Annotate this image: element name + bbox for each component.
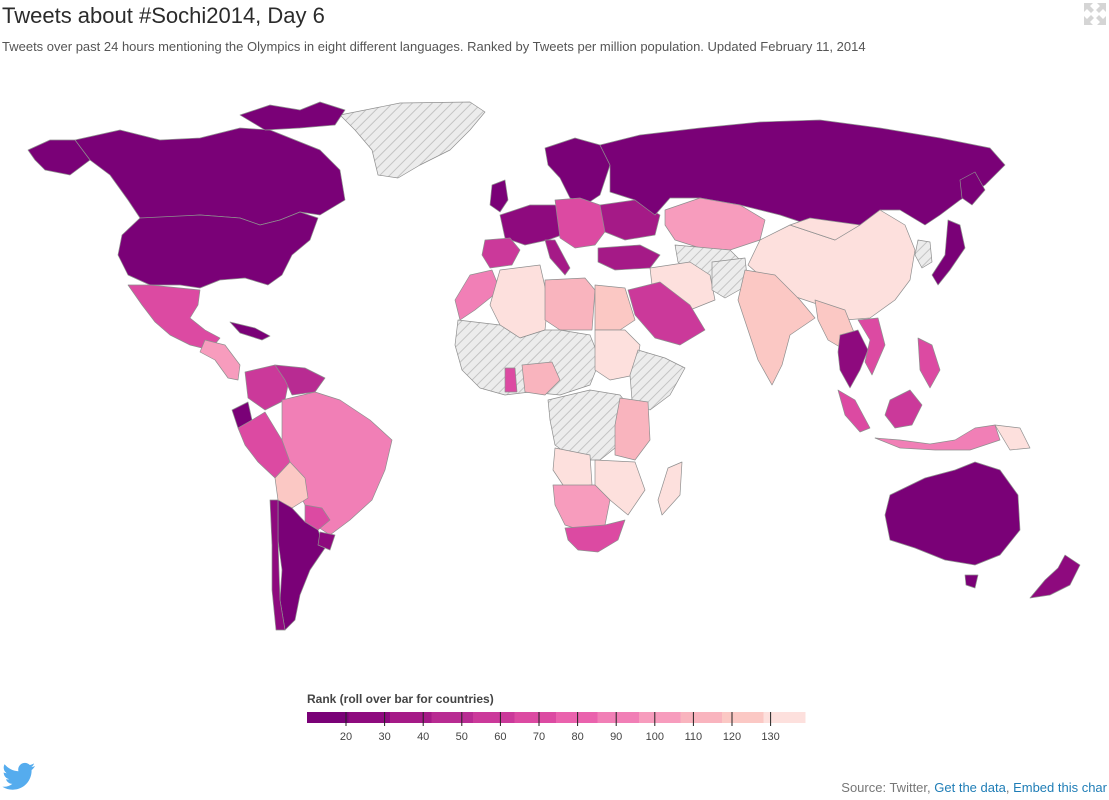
country-turkey[interactable]: [597, 244, 661, 271]
country-mongolia[interactable]: [789, 217, 861, 241]
country-japan[interactable]: [931, 219, 966, 286]
country-italy[interactable]: [544, 239, 571, 276]
country-madagascar[interactable]: [657, 461, 683, 516]
country-greenland[interactable]: [339, 101, 486, 179]
legend-tick-label: 50: [456, 731, 468, 743]
country-philippines[interactable]: [917, 337, 941, 389]
source-line: Source: Twitter, Get the data, Embed thi…: [841, 780, 1107, 795]
legend-tick-label: 110: [685, 731, 703, 743]
legend-swatch[interactable]: [390, 712, 432, 723]
country-paraguay[interactable]: [304, 504, 331, 531]
country-kamchatka[interactable]: [959, 171, 986, 206]
country-usa[interactable]: [117, 211, 319, 289]
country-uk[interactable]: [489, 179, 509, 213]
country-cuba[interactable]: [229, 321, 271, 341]
legend-swatch[interactable]: [431, 712, 474, 723]
legend-swatch[interactable]: [348, 712, 391, 723]
country-argentina[interactable]: [277, 499, 326, 631]
country-canada[interactable]: [74, 127, 346, 226]
legend-tick-label: 60: [494, 731, 506, 743]
legend-swatch[interactable]: [307, 712, 349, 723]
legend-title: Rank (roll over bar for countries): [307, 692, 494, 706]
country-india[interactable]: [737, 269, 816, 386]
country-canada-islands[interactable]: [239, 101, 346, 131]
country-thailand[interactable]: [837, 329, 869, 389]
rank-legend[interactable]: 20 30 40 50 60 70 80 90 100 110 120 130: [300, 708, 820, 748]
country-morocco[interactable]: [454, 269, 501, 321]
country-central-africa[interactable]: [547, 389, 633, 461]
country-scandinavia[interactable]: [544, 137, 611, 206]
country-indonesia[interactable]: [874, 424, 1001, 451]
country-south-africa[interactable]: [564, 519, 626, 553]
expand-icon[interactable]: [1083, 2, 1107, 26]
country-malaysia-west[interactable]: [837, 389, 871, 433]
chart-title: Tweets about #Sochi2014, Day 6: [2, 3, 325, 28]
country-sahel-no-data[interactable]: [454, 319, 601, 396]
country-namibia-botswana[interactable]: [552, 484, 611, 531]
country-nigeria[interactable]: [521, 361, 561, 396]
legend-swatch[interactable]: [763, 712, 806, 723]
world-map: [27, 101, 1081, 631]
country-afghanistan[interactable]: [711, 257, 749, 299]
legend-swatch[interactable]: [680, 712, 723, 723]
legend-tick-label: 70: [533, 731, 545, 743]
legend-tick-label: 40: [417, 731, 429, 743]
country-angola[interactable]: [552, 447, 593, 489]
country-central-america[interactable]: [199, 339, 241, 381]
country-uruguay[interactable]: [317, 531, 336, 551]
country-libya[interactable]: [544, 277, 596, 331]
country-vietnam[interactable]: [857, 317, 886, 376]
country-png[interactable]: [994, 424, 1031, 451]
legend-tick-label: 30: [378, 731, 390, 743]
chart-subtitle: Tweets over past 24 hours mentioning the…: [2, 39, 866, 54]
legend-tick-label: 130: [761, 731, 779, 743]
country-australia[interactable]: [884, 461, 1021, 566]
country-ghana[interactable]: [504, 367, 518, 393]
legend-swatch[interactable]: [473, 712, 515, 723]
country-central-europe[interactable]: [554, 197, 611, 249]
legend-tick-label: 20: [340, 731, 352, 743]
get-data-link[interactable]: Get the data: [934, 780, 1006, 795]
legend-swatch[interactable]: [556, 712, 598, 723]
twitter-bird-icon[interactable]: [2, 762, 36, 792]
source-prefix: Source: Twitter,: [841, 780, 931, 795]
country-spain[interactable]: [481, 237, 521, 269]
country-russia[interactable]: [599, 119, 1006, 241]
legend-tick-label: 100: [646, 731, 664, 743]
legend-swatch[interactable]: [639, 712, 681, 723]
country-korea[interactable]: [914, 239, 933, 269]
country-borneo[interactable]: [884, 389, 923, 429]
country-horn-of-africa[interactable]: [629, 349, 686, 411]
legend-tick-label: 120: [723, 731, 741, 743]
country-alaska[interactable]: [27, 139, 91, 176]
legend-swatch[interactable]: [597, 712, 640, 723]
embed-chart-link[interactable]: Embed this char: [1013, 780, 1107, 795]
country-tasmania[interactable]: [964, 574, 979, 589]
country-brazil[interactable]: [281, 391, 393, 536]
country-new-zealand[interactable]: [1029, 554, 1081, 599]
country-chile[interactable]: [269, 499, 286, 631]
legend-tick-label: 80: [571, 731, 583, 743]
country-saudi-arabia[interactable]: [627, 281, 706, 346]
legend-swatch[interactable]: [722, 712, 764, 723]
country-kenya-tanzania[interactable]: [614, 397, 651, 461]
legend-swatch[interactable]: [514, 712, 557, 723]
country-mexico[interactable]: [127, 284, 221, 351]
country-egypt[interactable]: [594, 284, 636, 331]
country-kazakhstan[interactable]: [664, 197, 766, 251]
legend-tick-label: 90: [610, 731, 622, 743]
